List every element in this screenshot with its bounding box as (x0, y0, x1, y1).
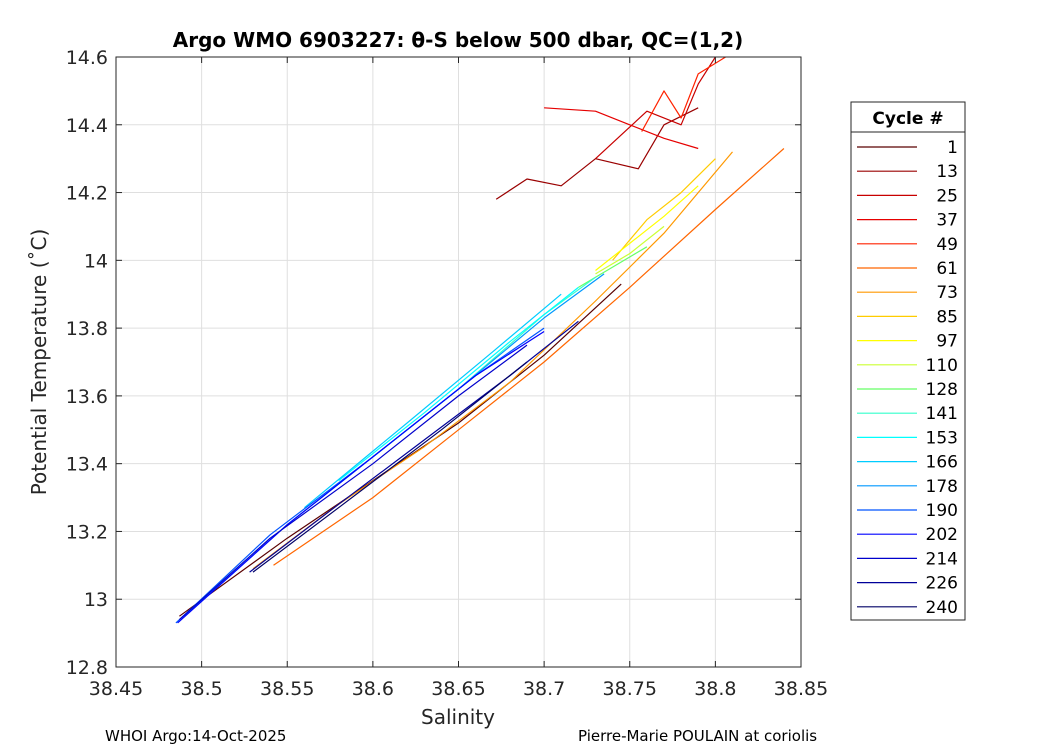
y-tick-label: 12.8 (66, 657, 108, 679)
series-line-cycle-153 (338, 286, 579, 482)
legend-label-141: 141 (926, 404, 958, 424)
x-tick-label: 38.45 (89, 678, 143, 700)
legend-label-128: 128 (926, 380, 958, 400)
series-line-cycle-37 (544, 107, 699, 150)
legend-label-25: 25 (936, 186, 958, 206)
y-tick-label: 14 (84, 250, 108, 272)
y-tick-label: 13.4 (66, 454, 108, 476)
series-line-cycle-240 (252, 361, 528, 573)
chart-title: Argo WMO 6903227: θ-S below 500 dbar, QC… (173, 28, 743, 52)
x-tick-label: 38.6 (352, 678, 394, 700)
y-tick-label: 14.4 (66, 115, 108, 137)
series-line-cycle-110 (595, 225, 665, 275)
y-tick-label: 13.6 (66, 386, 108, 408)
legend-label-226: 226 (926, 574, 958, 594)
legend-label-85: 85 (936, 307, 958, 327)
footer-left: WHOI Argo:14-Oct-2025 (105, 727, 286, 745)
legend-label-1: 1 (947, 138, 958, 158)
legend-label-166: 166 (926, 453, 958, 473)
y-axis-label: Potential Temperature (˚C) (27, 229, 51, 496)
series-line-cycle-226 (249, 320, 579, 573)
y-tick-label: 13 (84, 589, 108, 611)
series-line-cycle-61 (273, 148, 785, 566)
series-line-cycle-202 (177, 330, 545, 624)
series-line-cycle-128 (578, 246, 648, 288)
legend-label-214: 214 (926, 549, 958, 569)
y-tick-label: 14.2 (66, 183, 108, 205)
legend-label-202: 202 (926, 525, 958, 545)
legend-label-37: 37 (936, 211, 958, 231)
legend-label-178: 178 (926, 477, 958, 497)
series-layer (175, 56, 785, 624)
legend-label-97: 97 (936, 332, 958, 352)
legend-label-61: 61 (936, 259, 958, 279)
y-axis-ticks: 12.8 13 13.2 13.4 13.6 13.8 14 14.2 14.4 14.6 (66, 47, 801, 679)
x-tick-label: 38.65 (431, 678, 485, 700)
legend-label-13: 13 (936, 162, 958, 182)
x-tick-label: 38.85 (774, 678, 828, 700)
x-tick-label: 38.7 (523, 678, 565, 700)
y-tick-label: 14.6 (66, 47, 108, 69)
legend-label-49: 49 (936, 235, 958, 255)
x-axis-ticks: 38.45 38.5 38.55 38.6 38.65 38.7 38.75 38.8 38.8… (89, 57, 828, 700)
footer-right: Pierre-Marie POULAIN at coriolis (578, 727, 817, 745)
y-tick-label: 13.8 (66, 318, 108, 340)
series-line-cycle-97 (595, 185, 699, 271)
x-axis-label: Salinity (421, 705, 495, 729)
x-tick-label: 38.75 (603, 678, 657, 700)
legend-items: 1 13 25 37 49 61 73 85 97 110 128 141 153 166 178 190 20… (857, 138, 958, 618)
legend: Cycle # 1 13 25 37 49 61 73 85 97 110 128 141 153 166… (850, 101, 966, 621)
x-tick-label: 38.8 (694, 678, 736, 700)
legend-title: Cycle # (872, 109, 943, 129)
x-tick-label: 38.55 (260, 678, 314, 700)
legend-label-110: 110 (926, 356, 958, 376)
series-line-cycle-214 (178, 344, 528, 621)
legend-label-240: 240 (926, 598, 958, 618)
series-line-cycle-85 (612, 158, 716, 261)
legend-label-73: 73 (936, 283, 958, 303)
series-line-cycle-25 (595, 56, 716, 160)
legend-label-190: 190 (926, 501, 958, 521)
x-tick-label: 38.5 (180, 678, 222, 700)
series-line-cycle-166 (304, 293, 562, 509)
legend-label-153: 153 (926, 428, 958, 448)
y-tick-label: 13.2 (66, 521, 108, 543)
series-line-cycle-49 (641, 56, 726, 132)
